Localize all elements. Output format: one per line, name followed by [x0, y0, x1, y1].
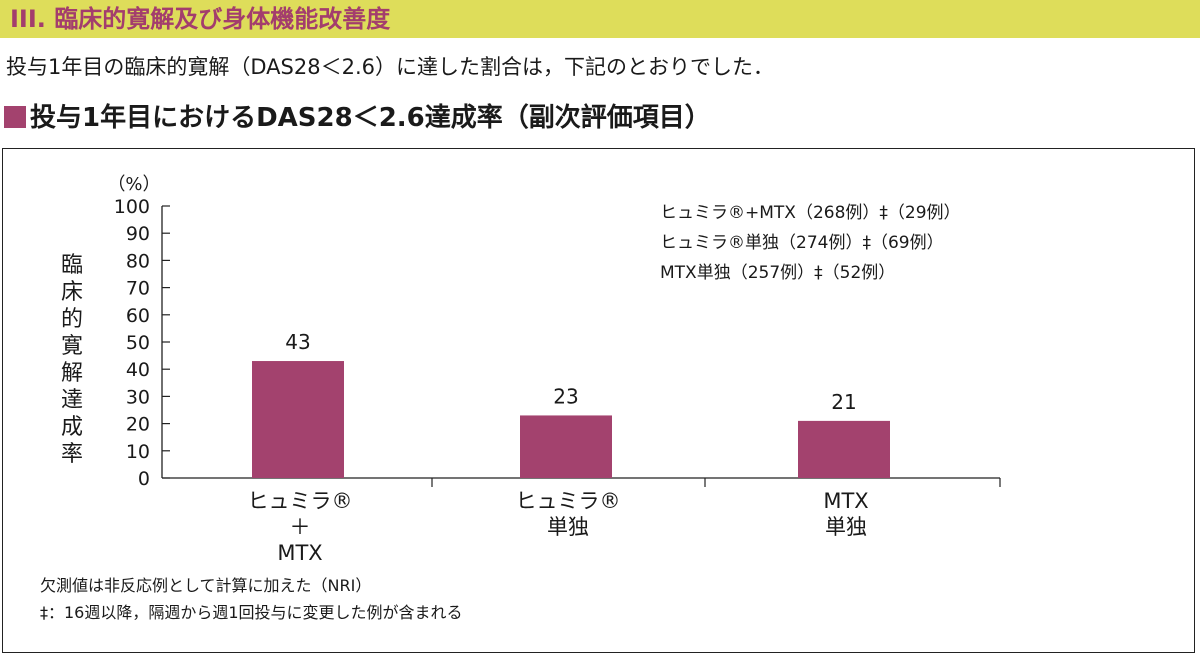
bar [252, 361, 344, 478]
bar [798, 420, 890, 478]
x-category-label: ＋ [290, 515, 311, 539]
chart-heading: 投与1年目におけるDAS28＜2.6達成率（副次評価項目） [4, 98, 711, 138]
y-tick-label: 30 [126, 386, 150, 408]
x-category-label: ヒュミラ® [516, 489, 621, 513]
y-tick-label: 80 [126, 250, 150, 272]
heading-marker-icon [4, 106, 26, 128]
chart-frame [2, 148, 1195, 653]
y-tick-label: 40 [126, 359, 150, 381]
bar [520, 415, 612, 478]
section-title: III. 臨床的寛解及び身体機能改善度 [10, 5, 391, 33]
bar-data-label: 43 [285, 330, 310, 354]
intro-text: 投与1年目の臨床的寛解（DAS28＜2.6）に達した割合は，下記のとおりでした． [6, 55, 774, 79]
y-tick-label: 90 [126, 223, 150, 245]
x-category-label: 単独 [825, 515, 867, 539]
y-axis-title-char: 臨 [61, 253, 83, 278]
y-tick-label: 20 [126, 414, 150, 436]
y-tick-label: 0 [138, 468, 150, 490]
bar-data-label: 21 [831, 390, 856, 414]
y-unit-label: （%） [107, 174, 160, 195]
x-category-label: MTX [823, 489, 868, 513]
legend-entry: ヒュミラ®単独（274例）‡（69例） [660, 233, 944, 253]
y-tick-label: 10 [126, 441, 150, 463]
y-axis-title-char: 的 [61, 307, 83, 332]
header-band [0, 0, 1200, 38]
x-category-label: ヒュミラ® [248, 489, 353, 513]
y-axis-title-char: 達 [61, 388, 83, 413]
x-category-label: MTX [277, 541, 322, 565]
y-axis-title-char: 寛 [61, 334, 83, 359]
bar-data-label: 23 [553, 384, 578, 408]
y-axis-title-char: 率 [61, 442, 83, 467]
legend-entry: ヒュミラ®+MTX（268例）‡（29例） [660, 203, 961, 223]
chart-heading-text: 投与1年目におけるDAS28＜2.6達成率（副次評価項目） [30, 103, 711, 133]
y-tick-label: 50 [126, 332, 150, 354]
y-tick-label: 70 [126, 278, 150, 300]
y-axis-title-char: 床 [61, 280, 83, 305]
y-tick-label: 60 [126, 305, 150, 327]
x-category-label: 単独 [547, 515, 589, 539]
y-tick-label: 100 [114, 196, 150, 218]
footnote-nri: 欠測値は非反応例として計算に加えた（NRI） [40, 576, 372, 595]
y-axis-title-char: 成 [61, 415, 83, 440]
legend-entry: MTX単独（257例）‡（52例） [660, 263, 895, 283]
footnote-dose-change: ‡：16週以降，隔週から週1回投与に変更した例が含まれる [40, 603, 463, 622]
y-axis-title-char: 解 [61, 361, 83, 386]
